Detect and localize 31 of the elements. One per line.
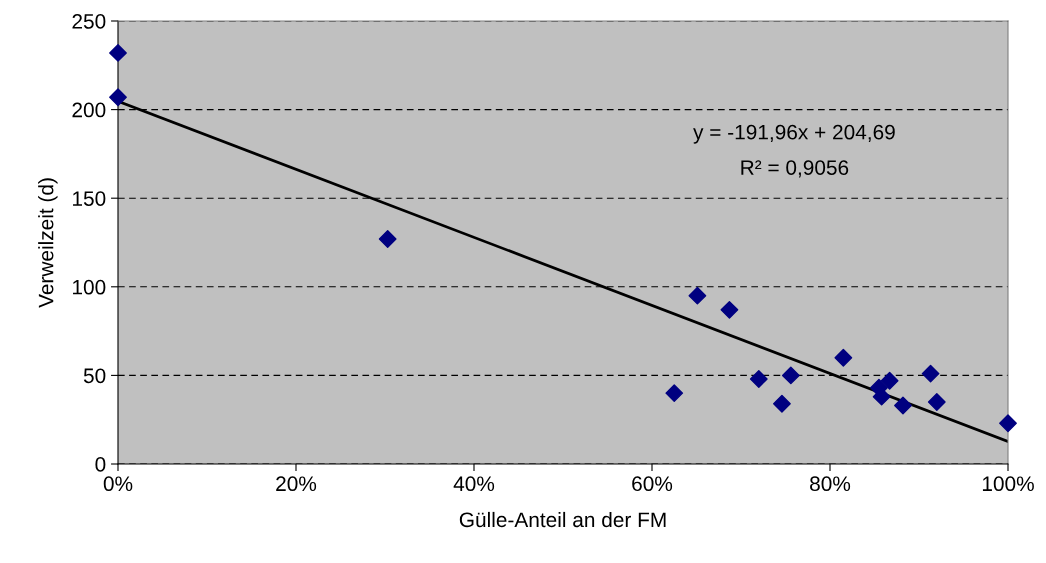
point	[927, 393, 946, 411]
point	[749, 370, 768, 388]
x-axis-title: Gülle-Anteil an der FM	[459, 511, 666, 528]
point	[109, 43, 127, 62]
point	[921, 364, 940, 383]
point	[688, 286, 707, 305]
point	[109, 88, 127, 107]
point	[999, 414, 1017, 433]
x-tick-label: 40%	[453, 476, 495, 492]
point	[880, 371, 899, 390]
x-tick-label: 80%	[810, 476, 851, 492]
y-tick-label: 50	[83, 368, 106, 384]
x-tick-label: 20%	[276, 476, 317, 492]
y-tick-label: 0	[95, 457, 106, 472]
annotation: y = -191,96x + 204,69	[693, 124, 895, 144]
x-tick-label: 60%	[632, 476, 673, 492]
point	[834, 348, 853, 367]
point	[781, 366, 800, 385]
x-tick-label: 0%	[103, 476, 133, 492]
y-tick-label: 150	[73, 191, 106, 206]
point	[720, 300, 739, 319]
point	[378, 230, 397, 248]
y-tick-label: 100	[73, 279, 106, 295]
annotation: R² = 0,9056	[741, 160, 849, 178]
point	[773, 394, 791, 413]
y-axis-title: Verweilzeit (d)	[38, 178, 58, 308]
y-tick-label: 200	[72, 102, 106, 118]
point	[894, 396, 912, 415]
x-tick-label: 100%	[982, 476, 1034, 492]
y-tick-label: 250	[72, 14, 106, 29]
point	[665, 384, 684, 403]
